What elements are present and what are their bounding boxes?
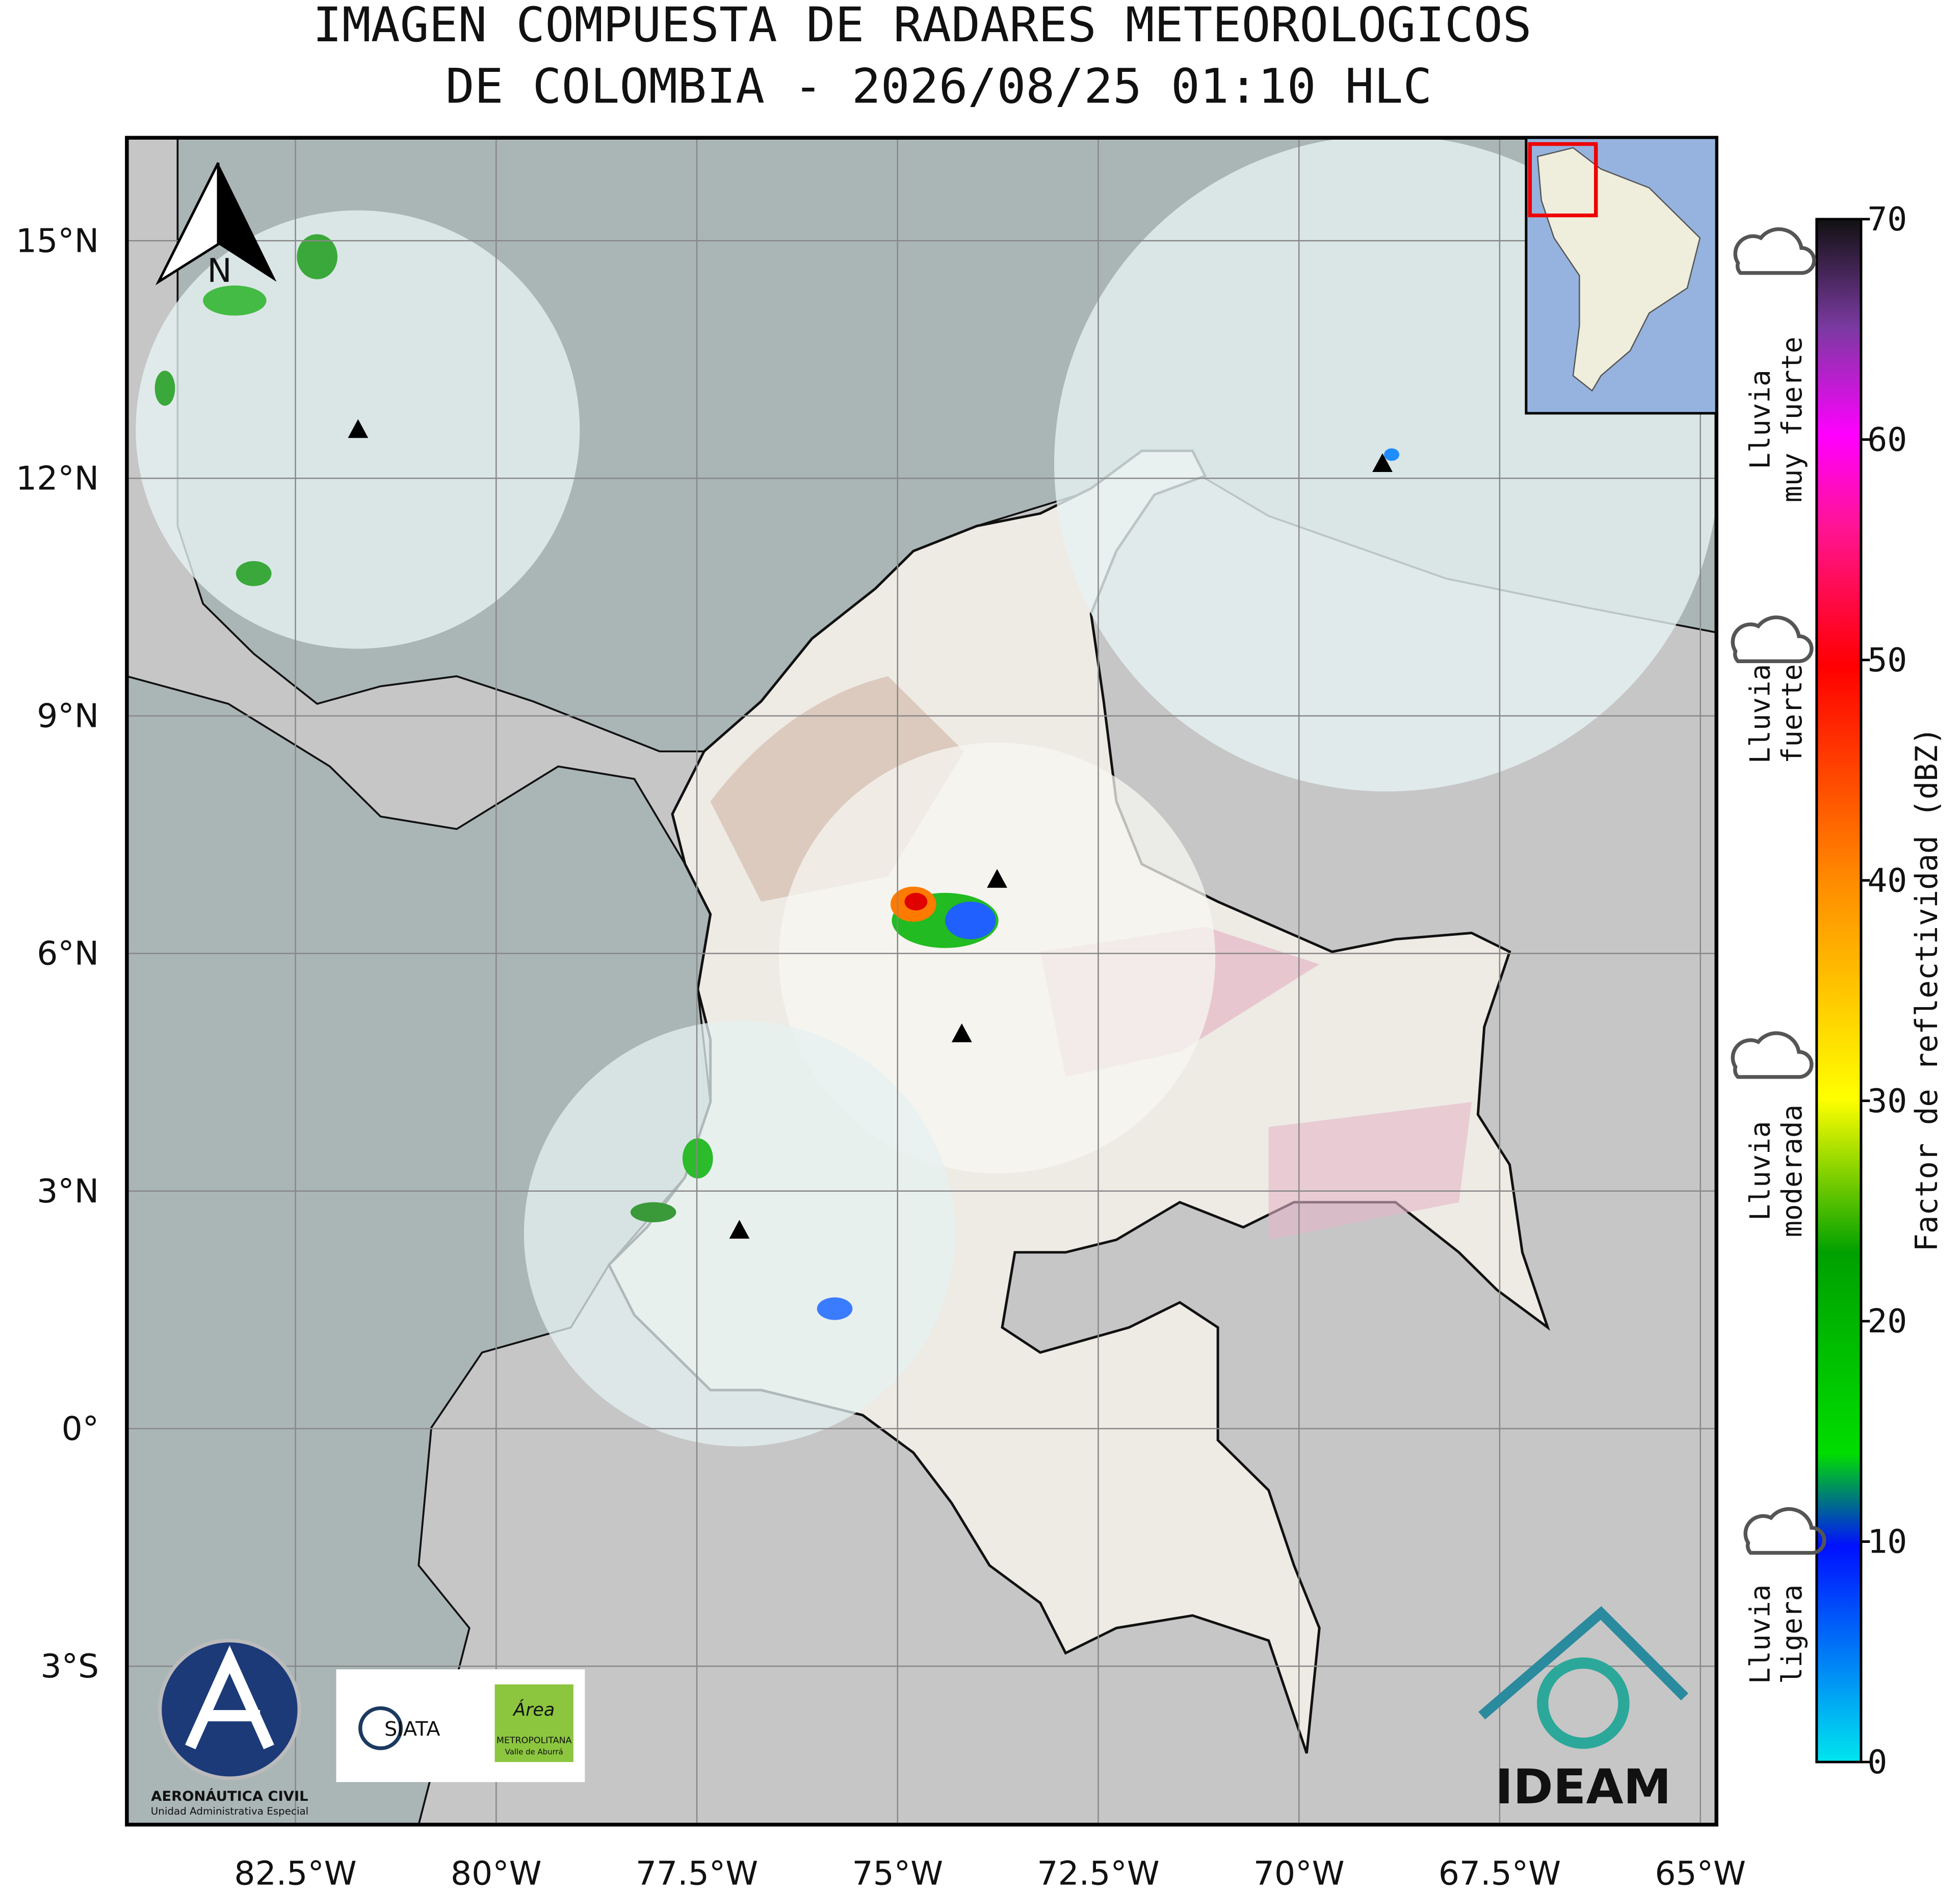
locator-inset — [1525, 136, 1718, 415]
rain-level-label: Lluvia — [1744, 1121, 1776, 1221]
radar-sites — [348, 419, 1393, 1239]
ideam-logo: IDEAM — [1478, 1606, 1689, 1815]
y-tick-label: 6°N — [37, 935, 99, 973]
radar-site — [1372, 453, 1393, 472]
rain-level-label: fuerte — [1776, 664, 1808, 764]
aerocivil-logo: AERONÁUTICA CIVIL Unidad Administrativa … — [151, 1638, 309, 1817]
y-tick-label: 12°N — [16, 460, 99, 498]
x-tick-label: 65°W — [1655, 1855, 1746, 1891]
rain-level-label: Lluvia — [1744, 664, 1776, 764]
rain-level-label: Lluvia — [1744, 370, 1776, 469]
y-tick-label: 9°N — [37, 697, 99, 736]
logo-text: Valle de Aburrá — [505, 1748, 563, 1756]
x-tick-label: 70°W — [1253, 1855, 1345, 1891]
y-tick-label: 15°N — [16, 222, 99, 260]
map-frame — [125, 136, 1718, 1827]
radar-site — [951, 1023, 972, 1042]
north-arrow: N — [155, 162, 277, 290]
x-tick-label: 72.5°W — [1037, 1855, 1159, 1891]
logo-text: SIATA — [384, 1718, 440, 1741]
colorbar-tick-label: 0 — [1867, 1743, 1887, 1781]
rain-icons — [1731, 227, 1826, 1555]
rain-level-label: ligera — [1776, 1585, 1808, 1684]
logo-text: IDEAM — [1495, 1760, 1671, 1815]
title-line: DE COLOMBIA - 2026/08/25 01:10 HLC — [446, 59, 1432, 114]
x-tick-label: 80°W — [451, 1855, 542, 1891]
x-tick-label: 75°W — [852, 1855, 943, 1891]
radar-site — [348, 419, 369, 438]
colorbar-ticks: 0 10 20 30 40 50 60 70 — [1861, 200, 1907, 1781]
y-tick-label: 3°S — [41, 1648, 99, 1686]
map — [126, 138, 1717, 1825]
y-tick-label: 3°N — [37, 1172, 99, 1211]
rain-level-label: muy fuerte — [1776, 336, 1808, 502]
axis-ticks: 82.5°W 80°W 77.5°W 75°W 72.5°W 70°W 67.5°W 65°W… — [16, 222, 1746, 1891]
colorbar-tick-label: 60 — [1867, 421, 1907, 459]
radar-site — [987, 869, 1007, 888]
y-tick-label: 0° — [62, 1410, 99, 1448]
colorbar-tick-label: 40 — [1867, 862, 1907, 900]
radar-coverage — [779, 742, 1216, 1174]
colorbar-label: Factor de reflectividad (dBZ) — [1909, 727, 1944, 1251]
x-tick-label: 77.5°W — [636, 1855, 758, 1891]
rain-level-label: moderada — [1776, 1105, 1808, 1237]
rain-level-label: Lluvia — [1744, 1585, 1776, 1684]
siata-area-logo: SIATA Área METROPOLITANA Valle de Aburrá — [336, 1669, 585, 1782]
colorbar-tick-label: 30 — [1867, 1082, 1907, 1120]
colorbar — [1815, 218, 1863, 1764]
colorbar-tick-label: 20 — [1867, 1303, 1907, 1341]
logo-text: Unidad Administrativa Especial — [151, 1805, 309, 1817]
region-shade — [1268, 1102, 1472, 1240]
radar-echoes — [154, 234, 1400, 1320]
x-tick-label: 82.5°W — [234, 1855, 356, 1891]
radar-site — [729, 1220, 750, 1239]
logo-text: METROPOLITANA — [496, 1736, 572, 1746]
colorbar-tick-label: 70 — [1867, 200, 1907, 239]
colorbar-tick-label: 50 — [1867, 641, 1907, 679]
logo-text: Área — [512, 1699, 555, 1720]
title-line: IMAGEN COMPUESTA DE RADARES METEOROLOGIC… — [313, 0, 1532, 53]
x-tick-label: 67.5°W — [1439, 1855, 1561, 1891]
logo-text: AERONÁUTICA CIVIL — [151, 1788, 308, 1804]
colorbar-tick-label: 10 — [1867, 1523, 1907, 1561]
north-label: N — [207, 252, 231, 290]
graticule — [126, 138, 1717, 1825]
